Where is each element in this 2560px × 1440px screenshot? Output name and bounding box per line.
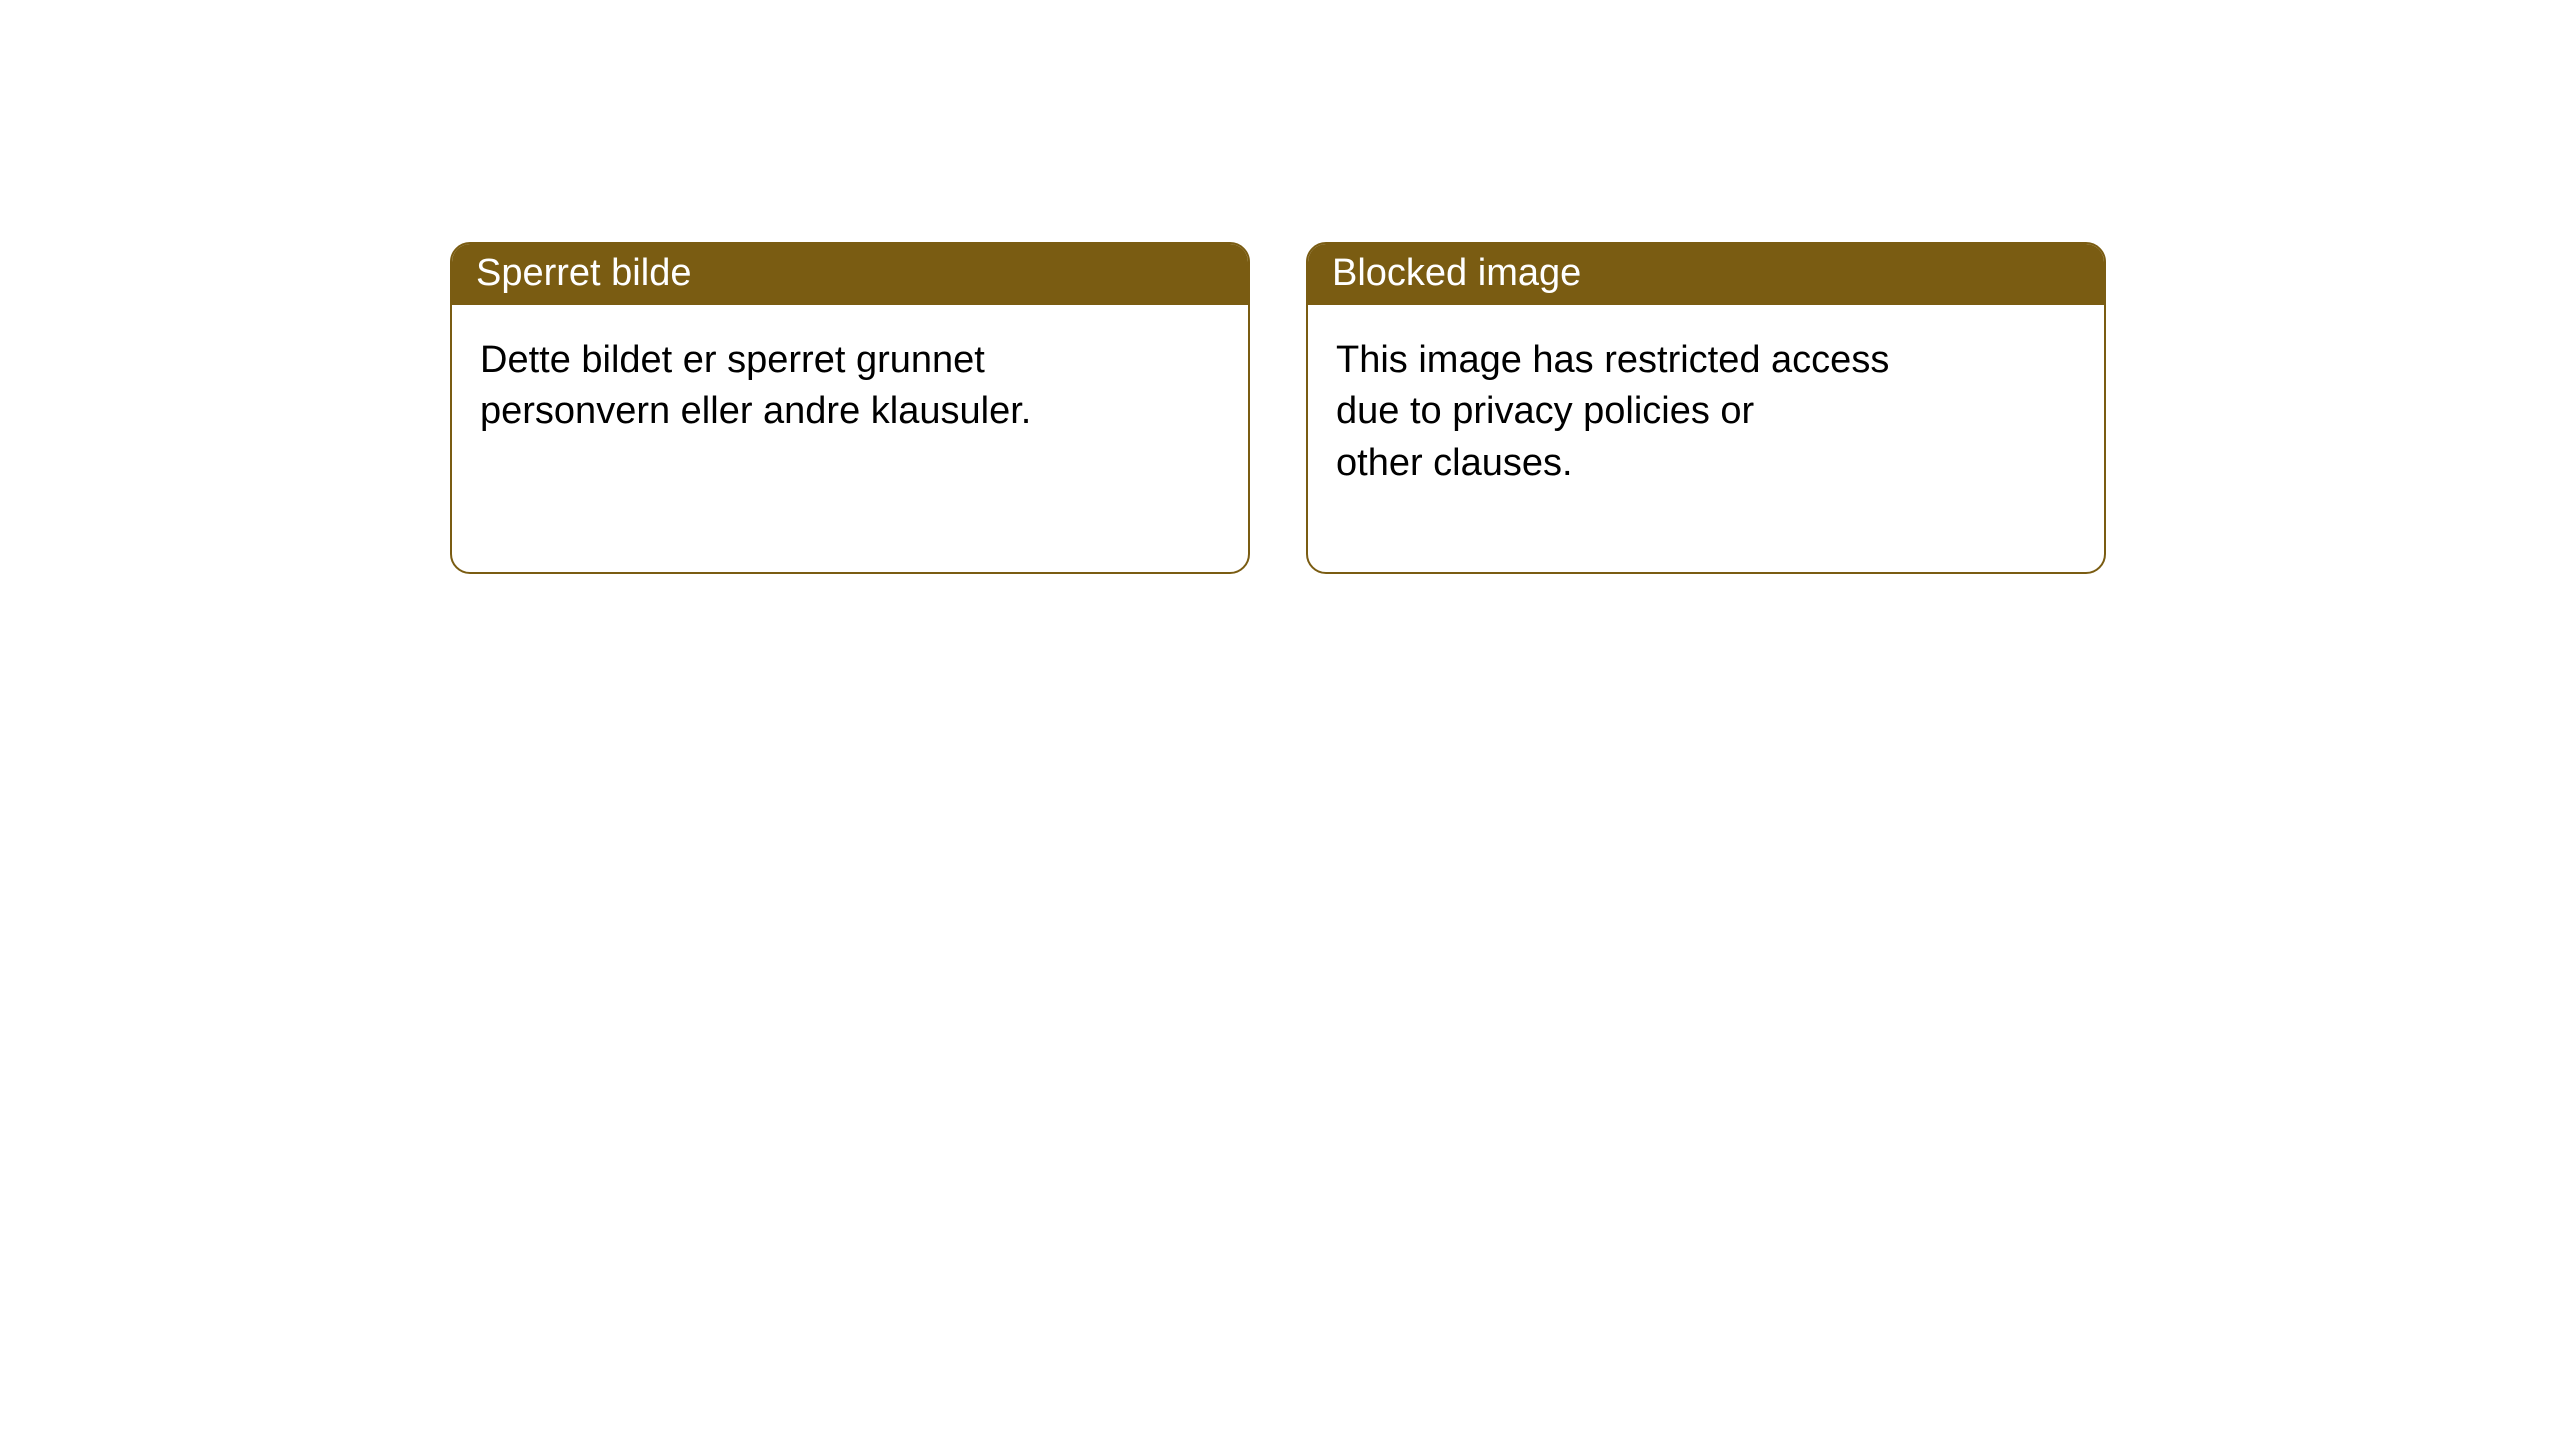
notice-title-english: Blocked image bbox=[1308, 244, 2104, 305]
notice-body-norwegian: Dette bildet er sperret grunnet personve… bbox=[452, 305, 1248, 458]
notice-card-norwegian: Sperret bilde Dette bildet er sperret gr… bbox=[450, 242, 1250, 574]
notice-body-english: This image has restricted access due to … bbox=[1308, 305, 2104, 509]
notice-container: Sperret bilde Dette bildet er sperret gr… bbox=[0, 0, 2560, 574]
notice-card-english: Blocked image This image has restricted … bbox=[1306, 242, 2106, 574]
notice-title-norwegian: Sperret bilde bbox=[452, 244, 1248, 305]
